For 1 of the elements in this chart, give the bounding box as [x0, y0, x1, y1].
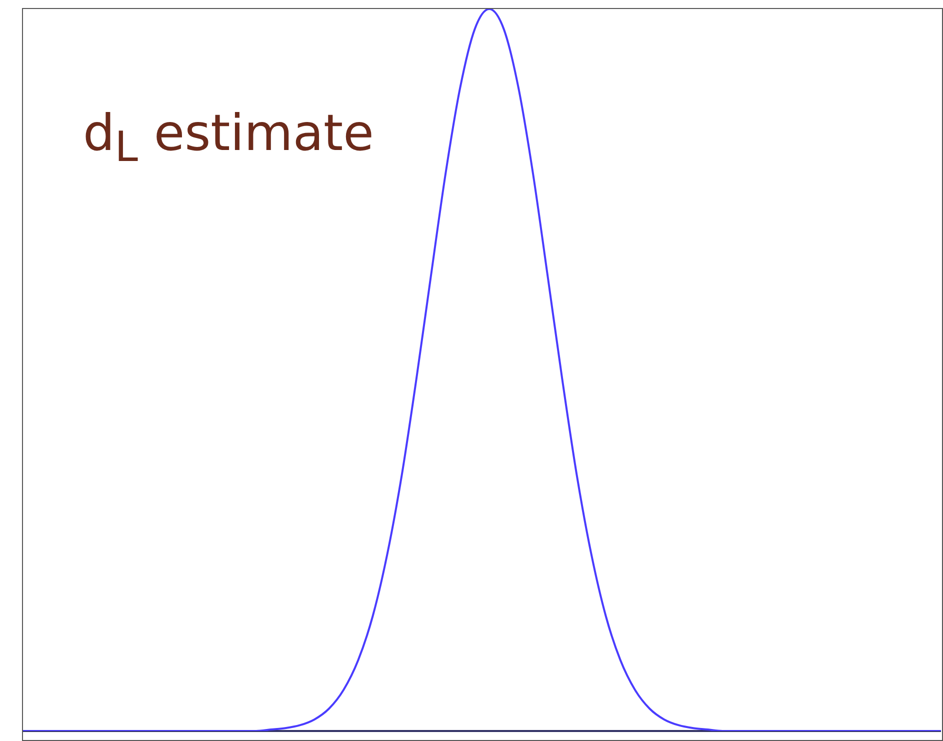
text: d$_{L}$ estimate: [83, 104, 374, 171]
